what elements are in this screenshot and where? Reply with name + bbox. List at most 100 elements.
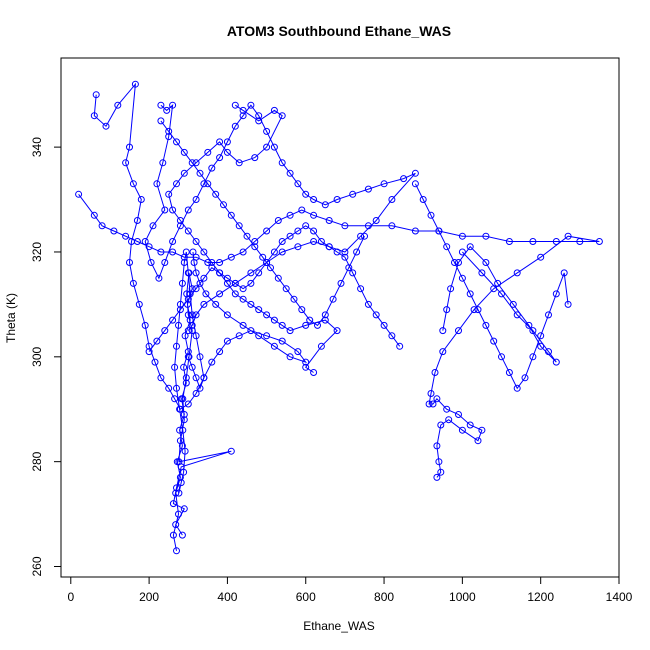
data-point <box>263 227 271 235</box>
data-point <box>216 290 224 298</box>
data-point <box>478 269 486 277</box>
data-point <box>182 379 190 387</box>
data-point <box>179 395 187 403</box>
x-tick-label: 1200 <box>527 590 554 604</box>
data-point <box>90 211 98 219</box>
series-line <box>148 225 401 352</box>
data-point <box>223 274 231 282</box>
data-point <box>267 264 274 272</box>
data-point <box>216 154 224 162</box>
data-point <box>169 316 177 324</box>
data-point <box>216 259 224 266</box>
data-point <box>188 321 196 329</box>
data-point <box>482 321 490 329</box>
data-point <box>196 384 204 392</box>
data-point <box>552 358 560 366</box>
data-point <box>227 253 235 261</box>
data-point <box>92 91 100 99</box>
data-point <box>294 348 302 356</box>
data-point <box>286 353 294 361</box>
data-point <box>247 269 255 277</box>
data-point <box>192 238 200 245</box>
data-point <box>178 279 186 287</box>
data-point <box>161 327 169 335</box>
data-point <box>505 238 513 245</box>
data-point <box>270 106 278 114</box>
data-point <box>172 489 180 497</box>
data-point <box>181 447 189 455</box>
data-point <box>110 227 118 235</box>
data-point <box>184 311 192 319</box>
data-point <box>455 411 462 418</box>
data-point <box>208 358 216 366</box>
data-point <box>341 253 349 261</box>
data-point <box>178 531 186 539</box>
data-point <box>141 321 149 329</box>
data-point <box>223 311 231 319</box>
x-tick-label: 600 <box>296 590 316 604</box>
y-tick-label: 300 <box>30 346 44 366</box>
data-point <box>161 259 169 266</box>
data-point <box>498 290 505 298</box>
data-point <box>208 264 216 272</box>
data-point <box>176 300 184 308</box>
data-point <box>165 133 173 141</box>
data-point <box>310 196 318 203</box>
data-point <box>310 211 318 219</box>
data-point <box>208 259 216 266</box>
data-point <box>251 243 259 251</box>
data-point <box>345 264 353 272</box>
data-point <box>380 321 388 329</box>
data-point <box>176 437 184 445</box>
data-point <box>274 274 282 282</box>
data-point <box>325 243 333 251</box>
data-point <box>192 269 200 277</box>
y-tick-label: 280 <box>30 451 44 471</box>
data-point <box>169 500 177 508</box>
plot-data <box>75 80 603 555</box>
data-point <box>175 510 182 518</box>
data-point <box>431 369 439 376</box>
data-point <box>126 259 133 266</box>
data-point <box>263 143 271 151</box>
data-point <box>175 489 183 497</box>
data-point <box>173 547 180 555</box>
series-line <box>174 251 205 494</box>
data-point <box>172 521 180 529</box>
data-point <box>169 101 177 109</box>
data-point <box>263 332 271 340</box>
x-tick-label: 800 <box>374 590 394 604</box>
data-point <box>200 248 208 256</box>
data-point <box>443 243 451 251</box>
data-point <box>310 238 318 245</box>
data-point <box>513 269 521 277</box>
data-point <box>278 321 286 329</box>
data-point <box>102 122 110 130</box>
data-point <box>455 259 462 266</box>
data-point <box>314 321 321 329</box>
data-point <box>231 279 239 287</box>
data-point <box>529 327 537 335</box>
data-point <box>176 405 184 413</box>
y-tick-label: 260 <box>30 556 44 576</box>
data-point <box>321 316 329 324</box>
data-point <box>298 306 306 314</box>
data-point <box>192 374 200 382</box>
series-line <box>78 194 600 478</box>
data-point <box>180 505 188 513</box>
data-point <box>545 311 552 319</box>
data-point <box>317 342 325 350</box>
data-point <box>169 531 177 539</box>
data-point <box>537 253 545 261</box>
data-point <box>329 295 337 303</box>
data-point <box>337 279 345 287</box>
data-point <box>192 159 200 167</box>
data-point <box>286 211 294 219</box>
data-point <box>263 127 271 135</box>
data-point <box>458 274 466 282</box>
data-point <box>231 122 239 130</box>
data-point <box>278 337 286 345</box>
data-point <box>216 348 224 356</box>
data-point <box>411 227 419 235</box>
data-point <box>333 248 341 256</box>
